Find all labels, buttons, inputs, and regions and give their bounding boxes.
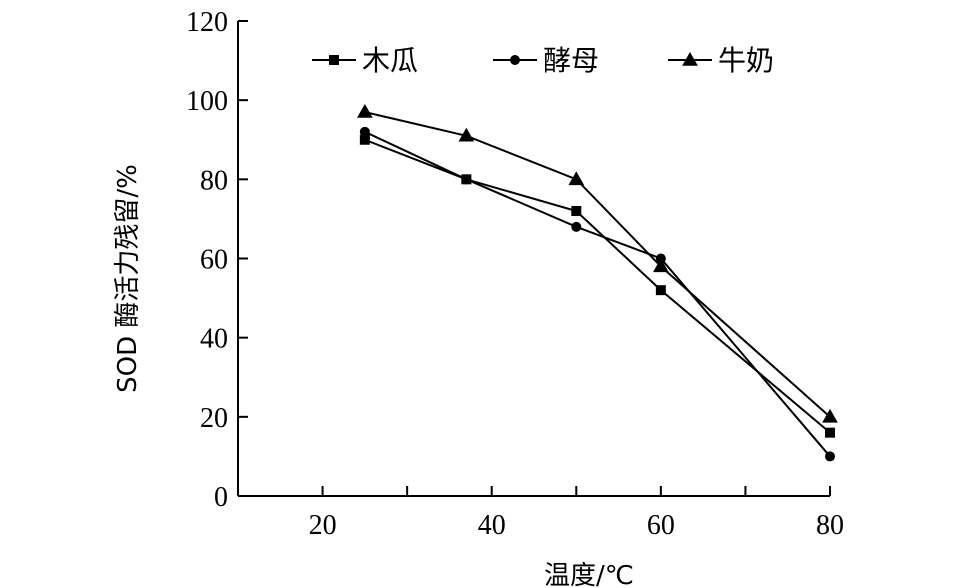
- x-tick-label: 80: [816, 510, 844, 541]
- series-line: [364, 138, 831, 434]
- legend-label: 木瓜: [362, 44, 418, 77]
- legend-marker: [682, 51, 698, 66]
- x-axis: 20 40 60 80: [238, 486, 844, 541]
- x-tick-label: 40: [478, 510, 506, 541]
- y-tick-label: 0: [214, 482, 228, 513]
- series-layer: [356, 104, 838, 462]
- data-point: [356, 104, 373, 118]
- data-point: [655, 285, 666, 296]
- data-point: [568, 171, 585, 186]
- data-point: [359, 126, 370, 137]
- series-line: [364, 111, 831, 418]
- y-tick-label: 40: [200, 324, 228, 355]
- x-tick-label: 60: [647, 510, 675, 541]
- legend-label: 牛奶: [718, 44, 774, 77]
- y-tick-label: 60: [200, 245, 228, 276]
- y-tick-label: 120: [186, 7, 228, 38]
- legend-item: 牛奶: [668, 44, 774, 77]
- series-3: [356, 104, 838, 423]
- legend-item: 木瓜: [312, 44, 418, 77]
- y-tick-label: 100: [186, 86, 228, 117]
- data-point: [461, 174, 472, 185]
- legend: 木瓜 酵母 牛奶: [312, 44, 774, 77]
- data-point: [822, 408, 838, 423]
- data-point: [571, 206, 582, 216]
- data-point: [458, 127, 475, 142]
- series-2: [359, 126, 835, 462]
- y-axis: 0 20 40 60 80 100 120: [186, 7, 248, 513]
- series-1: [359, 134, 835, 438]
- legend-marker: [510, 55, 520, 65]
- data-point: [825, 451, 835, 462]
- legend-label: 酵母: [543, 44, 599, 77]
- y-tick-label: 80: [200, 165, 228, 196]
- y-tick-label: 20: [200, 403, 228, 434]
- data-point: [652, 258, 669, 273]
- data-point: [825, 427, 835, 438]
- series-line: [364, 130, 831, 458]
- x-axis-title: 温度/℃: [544, 561, 634, 588]
- legend-item: 酵母: [493, 44, 599, 77]
- data-point: [571, 221, 582, 232]
- legend-marker: [329, 55, 339, 65]
- y-axis-title: SOD 酶活力残留/%: [113, 164, 143, 393]
- x-tick-label: 20: [309, 510, 337, 541]
